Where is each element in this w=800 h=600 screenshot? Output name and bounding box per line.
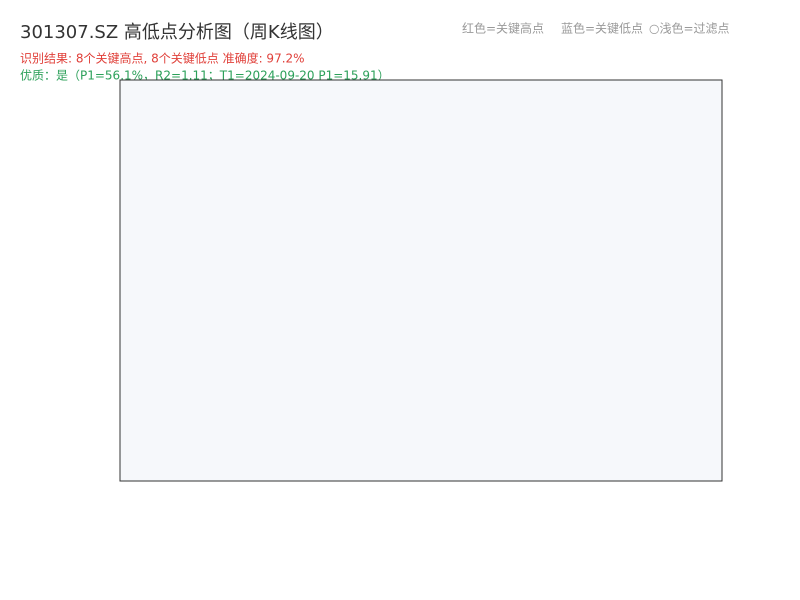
subtitle: 优质：是（P1=56.1%，R2=1.11；T1=2024-09-20 P1=1… — [20, 69, 390, 83]
subtitle: 识别结果: 8个关键高点, 8个关键低点 准确度: 97.2% — [20, 51, 305, 66]
chart-title: 301307.SZ 高低点分析图（周K线图） — [20, 22, 334, 43]
note: 红色=关键高点 — [462, 21, 544, 36]
plot-area — [120, 80, 722, 481]
note: ○浅色=过滤点 — [649, 22, 730, 36]
note: 蓝色=关键低点 — [561, 22, 643, 36]
plot-frame — [119, 79, 723, 482]
